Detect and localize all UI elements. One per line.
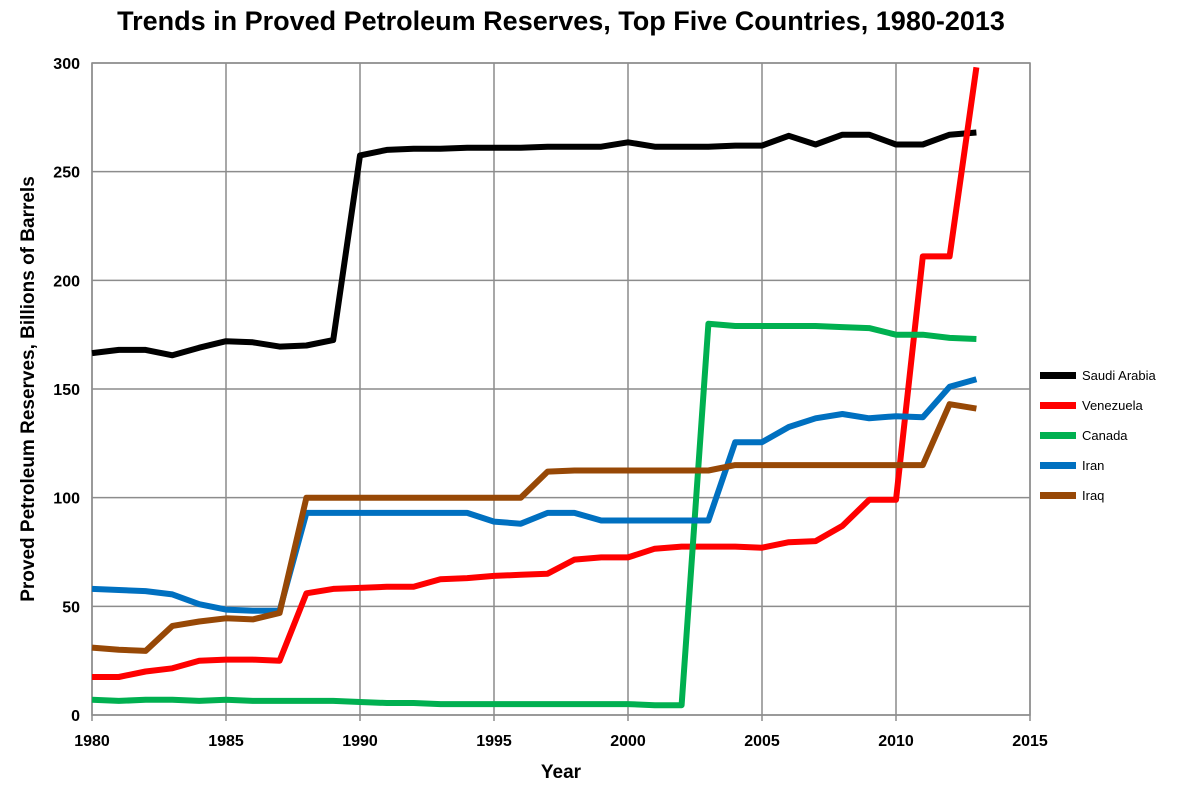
chart-legend: Saudi Arabia Venezuela Canada Iran Iraq	[1040, 360, 1156, 510]
x-tick-label: 1985	[208, 733, 244, 750]
x-tick-label: 2010	[878, 733, 914, 750]
x-tick-label: 2005	[744, 733, 780, 750]
x-tick-label: 2000	[610, 733, 646, 750]
x-tick-label: 2015	[1012, 733, 1048, 750]
series-line-canada	[91, 320, 977, 709]
series-line-iran	[91, 376, 978, 614]
legend-item: Venezuela	[1040, 390, 1156, 420]
legend-item: Canada	[1040, 420, 1156, 450]
x-tick-label: 1990	[342, 733, 378, 750]
legend-label: Canada	[1082, 427, 1128, 443]
legend-label: Saudi Arabia	[1082, 367, 1156, 383]
legend-swatch	[1040, 461, 1076, 469]
legend-swatch	[1040, 491, 1076, 499]
grid-lines	[91, 62, 1031, 721]
tick-labels: 0 50 100 150 200 250 300 1980 1985 1990 1995 2000 20…	[53, 56, 1048, 750]
y-tick-label: 200	[53, 273, 80, 290]
legend-label: Venezuela	[1082, 397, 1143, 413]
legend-label: Iraq	[1082, 487, 1105, 503]
y-tick-label: 100	[53, 491, 80, 508]
legend-label: Iran	[1082, 457, 1105, 473]
series-line-saudi-arabia	[91, 129, 977, 359]
legend-swatch	[1040, 401, 1076, 409]
y-tick-label: 300	[53, 56, 80, 73]
y-tick-label: 50	[62, 599, 80, 616]
x-tick-label: 1995	[476, 733, 512, 750]
y-axis-title: Proved Petroleum Reserves, Billions of B…	[18, 176, 39, 602]
y-tick-label: 150	[53, 382, 80, 399]
x-axis-title: Year	[541, 762, 582, 783]
y-tick-label: 0	[71, 708, 80, 725]
y-tick-label: 250	[53, 165, 80, 182]
series-lines	[91, 66, 980, 709]
series-line-venezuela	[92, 66, 980, 680]
legend-swatch	[1040, 431, 1076, 439]
legend-item: Saudi Arabia	[1040, 360, 1156, 390]
legend-item: Iran	[1040, 450, 1156, 480]
series-line-iraq	[91, 401, 977, 654]
plot-area-border	[91, 62, 1031, 716]
legend-item: Iraq	[1040, 480, 1156, 510]
chart-title: Trends in Proved Petroleum Reserves, Top…	[117, 6, 1005, 36]
x-tick-label: 1980	[74, 733, 110, 750]
legend-swatch	[1040, 371, 1076, 379]
